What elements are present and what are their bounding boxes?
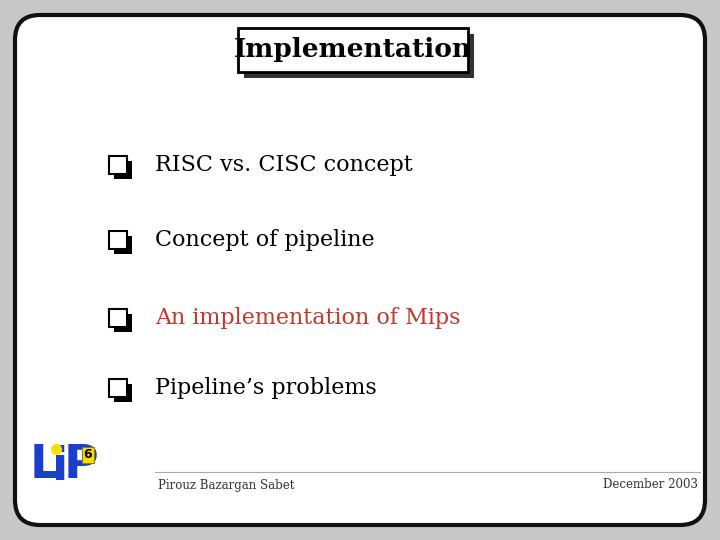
Bar [114,314,132,332]
Bar [238,28,468,72]
Bar [109,156,127,174]
Text: December 2003: December 2003 [603,478,698,491]
Bar [114,161,132,179]
Text: Pipeline’s problems: Pipeline’s problems [155,377,377,399]
Bar [114,236,132,254]
Text: An implementation of Mips: An implementation of Mips [155,307,461,329]
Text: RISC vs. CISC concept: RISC vs. CISC concept [155,154,413,176]
Text: 6: 6 [84,449,92,462]
Bar [109,379,127,397]
Text: Pirouz Bazargan Sabet: Pirouz Bazargan Sabet [158,478,294,491]
Bar [109,231,127,249]
Text: i: i [52,444,68,489]
Text: L: L [30,442,60,488]
Text: Concept of pipeline: Concept of pipeline [155,229,374,251]
Text: P: P [64,442,99,488]
Bar [244,34,474,78]
Text: Implementation: Implementation [234,37,472,63]
FancyBboxPatch shape [15,15,705,525]
Bar [114,384,132,402]
Bar [109,309,127,327]
